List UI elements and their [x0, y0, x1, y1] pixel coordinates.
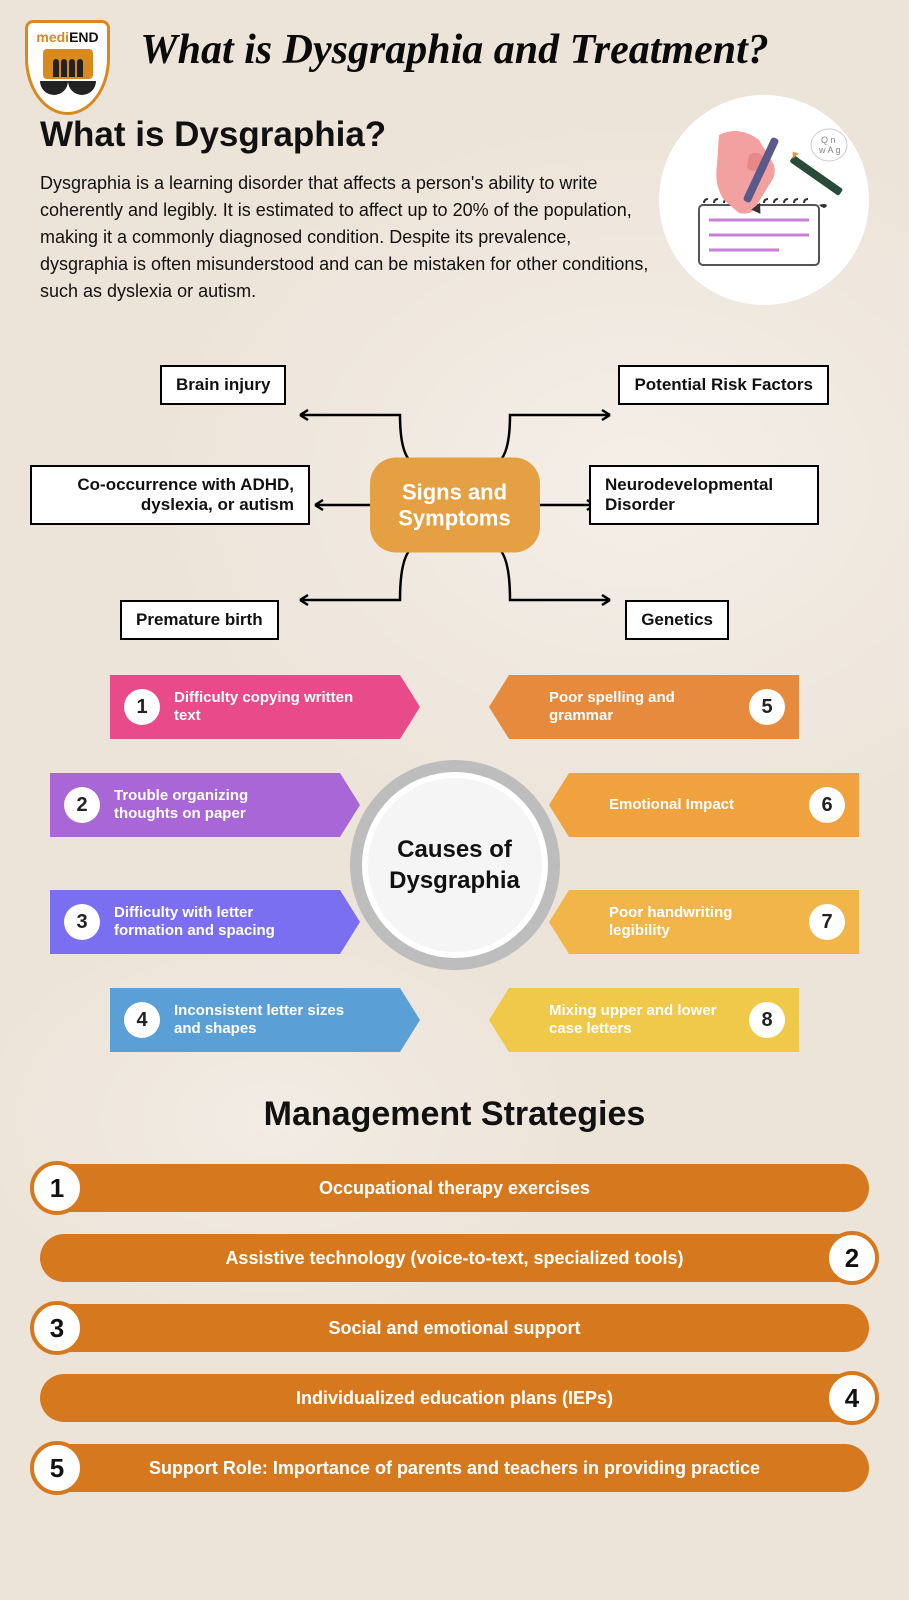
signs-box-risk-factors: Potential Risk Factors	[618, 365, 829, 405]
signs-center-node: Signs and Symptoms	[370, 458, 540, 553]
management-row-4: Individualized education plans (IEPs) 4	[40, 1369, 869, 1427]
intro-section: What is Dysgraphia? Dysgraphia is a lear…	[0, 85, 909, 315]
management-bar: Support Role: Importance of parents and …	[40, 1444, 869, 1492]
logo-text-part2: END	[69, 29, 99, 45]
management-section: Management Strategies 1 Occupational the…	[0, 1095, 909, 1497]
cause-item-5: Poor spelling and grammar 5	[509, 675, 799, 739]
cause-text: Mixing upper and lower case letters	[509, 1002, 735, 1038]
cause-item-6: Emotional Impact 6	[569, 773, 859, 837]
logo-people-icon	[43, 49, 93, 79]
cause-text: Inconsistent letter sizes and shapes	[174, 1002, 400, 1038]
cause-item-3: 3 Difficulty with letter formation and sp…	[50, 890, 340, 954]
cause-text: Poor handwriting legibility	[569, 904, 795, 940]
signs-symptoms-diagram: Signs and Symptoms Brain injury Potentia…	[0, 355, 909, 655]
management-number: 2	[825, 1231, 879, 1285]
cause-item-2: 2 Trouble organizing thoughts on paper	[50, 773, 340, 837]
cause-number: 2	[64, 787, 100, 823]
management-title: Management Strategies	[40, 1095, 869, 1134]
page-title: What is Dysgraphia and Treatment?	[0, 0, 909, 85]
management-bar: Occupational therapy exercises	[40, 1164, 869, 1212]
cause-number: 3	[64, 904, 100, 940]
management-number: 3	[30, 1301, 84, 1355]
writing-hand-icon: Q n w A g	[659, 95, 869, 305]
svg-text:w A g: w A g	[818, 145, 841, 155]
signs-box-genetics: Genetics	[625, 600, 729, 640]
management-bar: Assistive technology (voice-to-text, spe…	[40, 1234, 869, 1282]
cause-text: Emotional Impact	[569, 796, 795, 814]
signs-box-brain-injury: Brain injury	[160, 365, 286, 405]
cause-text: Difficulty copying written text	[174, 689, 400, 725]
cause-number: 1	[124, 689, 160, 725]
cause-number: 8	[749, 1002, 785, 1038]
cause-item-1: 1 Difficulty copying written text	[110, 675, 400, 739]
causes-diagram: Causes of Dysgraphia 1 Difficulty copying…	[0, 665, 909, 1065]
management-bar: Individualized education plans (IEPs)	[40, 1374, 869, 1422]
intro-body: Dysgraphia is a learning disorder that a…	[40, 170, 660, 305]
signs-box-cooccurrence: Co-occurrence with ADHD, dyslexia, or au…	[30, 465, 310, 525]
cause-number: 7	[809, 904, 845, 940]
logo-text-part1: medi	[36, 29, 69, 45]
management-bar: Social and emotional support	[40, 1304, 869, 1352]
management-row-2: Assistive technology (voice-to-text, spe…	[40, 1229, 869, 1287]
management-row-1: 1 Occupational therapy exercises	[40, 1159, 869, 1217]
cause-number: 4	[124, 1002, 160, 1038]
management-row-5: 5 Support Role: Importance of parents an…	[40, 1439, 869, 1497]
cause-text: Difficulty with letter formation and spa…	[114, 904, 340, 940]
cause-text: Poor spelling and grammar	[509, 689, 735, 725]
management-number: 4	[825, 1371, 879, 1425]
causes-center-circle: Causes of Dysgraphia	[350, 760, 560, 970]
cause-number: 5	[749, 689, 785, 725]
cause-number: 6	[809, 787, 845, 823]
management-number: 5	[30, 1441, 84, 1495]
cause-item-7: Poor handwriting legibility 7	[569, 890, 859, 954]
svg-text:Q n: Q n	[821, 135, 836, 145]
cause-item-8: Mixing upper and lower case letters 8	[509, 988, 799, 1052]
signs-box-premature: Premature birth	[120, 600, 279, 640]
management-row-3: 3 Social and emotional support	[40, 1299, 869, 1357]
signs-box-neurodevelopmental: Neurodevelopmental Disorder	[589, 465, 819, 525]
cause-item-4: 4 Inconsistent letter sizes and shapes	[110, 988, 400, 1052]
management-number: 1	[30, 1161, 84, 1215]
cause-text: Trouble organizing thoughts on paper	[114, 787, 340, 823]
logo-text: mediEND	[36, 29, 98, 45]
